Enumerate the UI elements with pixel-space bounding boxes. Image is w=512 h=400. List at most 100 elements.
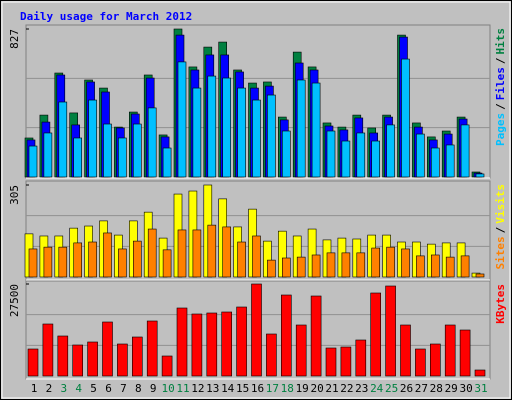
bar [191,313,203,377]
x-tick-label: 14 [221,382,235,395]
bar [162,147,172,178]
bar [371,247,381,278]
x-tick-label: 9 [150,382,157,395]
bar [206,312,218,377]
x-tick-label: 30 [459,382,472,395]
bar [311,254,321,278]
bar [267,94,276,178]
x-tick-label: 5 [90,382,97,395]
bar [236,306,247,377]
bar [445,256,455,278]
bar [117,343,128,377]
bar [88,99,97,178]
bar [87,341,98,377]
x-tick-label: 1 [31,382,38,395]
bar [251,283,262,377]
bar [385,285,396,377]
legend-entry: KBytes [494,284,507,324]
legend-separator: / [494,57,507,64]
bar [340,346,352,377]
bar [237,241,246,278]
x-tick-label: 10 [161,382,174,395]
y-tick-label: 27500 [8,284,21,317]
bar [356,252,366,278]
x-tick-label: 26 [400,382,413,395]
x-tick-label: 3 [60,382,67,395]
bar [341,140,351,178]
bar [133,240,142,278]
x-tick-label: 24 [370,382,384,395]
bar [192,87,202,178]
x-tick-label: 2 [46,382,53,395]
x-tick-label: 12 [191,382,204,395]
bar [58,246,68,278]
legend-entry: Files [494,67,507,100]
legend: Sites / Visits [494,184,507,270]
legend-separator: / [494,226,507,233]
y-tick-label: 827 [8,29,21,49]
bar [386,246,395,278]
legend-separator: / [494,103,507,110]
bar [430,254,440,278]
bar [147,107,157,178]
bar [444,324,456,377]
bar [222,77,231,178]
x-tick-label: 15 [236,382,249,395]
bar [401,248,410,278]
bar [341,252,351,278]
bar [88,241,97,278]
y-tick-label: 305 [8,185,21,205]
bar [222,226,231,278]
bar [430,147,440,178]
x-tick-label: 4 [75,382,82,395]
x-tick-label: 19 [296,382,309,395]
bar [311,82,321,178]
bar [416,133,425,178]
bar [281,257,291,278]
bar [460,255,470,278]
x-tick-label: 16 [251,382,264,395]
x-tick-label: 28 [430,382,443,395]
bar [459,329,471,377]
x-tick-label: 29 [445,382,458,395]
bar [280,294,292,377]
bar [281,130,291,178]
bar [326,252,336,278]
bar [118,137,127,178]
bar [356,132,366,178]
bar [73,242,82,278]
bar [57,335,69,377]
x-tick-label: 22 [340,382,353,395]
bar [370,292,382,377]
bar [326,130,336,178]
x-tick-label: 21 [325,382,338,395]
bar [295,324,307,377]
bar [27,348,39,377]
bar [72,344,83,377]
x-tick-label: 27 [415,382,428,395]
legend-entry: Hits [494,28,507,55]
bar [415,348,426,377]
x-tick-label: 13 [206,382,219,395]
legend-entry: Sites [494,236,507,269]
bar [118,248,127,278]
x-tick-label: 18 [281,382,294,395]
bar [355,339,367,377]
bar [267,259,276,278]
bar [43,132,53,178]
bar [28,145,38,178]
legend: KBytes [494,284,507,324]
bar [58,101,68,178]
bar [474,369,486,377]
bar [252,235,261,278]
bar [221,311,232,377]
bar [28,248,38,278]
bar [177,61,187,178]
bar [207,75,217,178]
bar [386,124,395,178]
bar [475,173,485,178]
bar [103,232,112,278]
x-tick-label: 11 [176,382,189,395]
